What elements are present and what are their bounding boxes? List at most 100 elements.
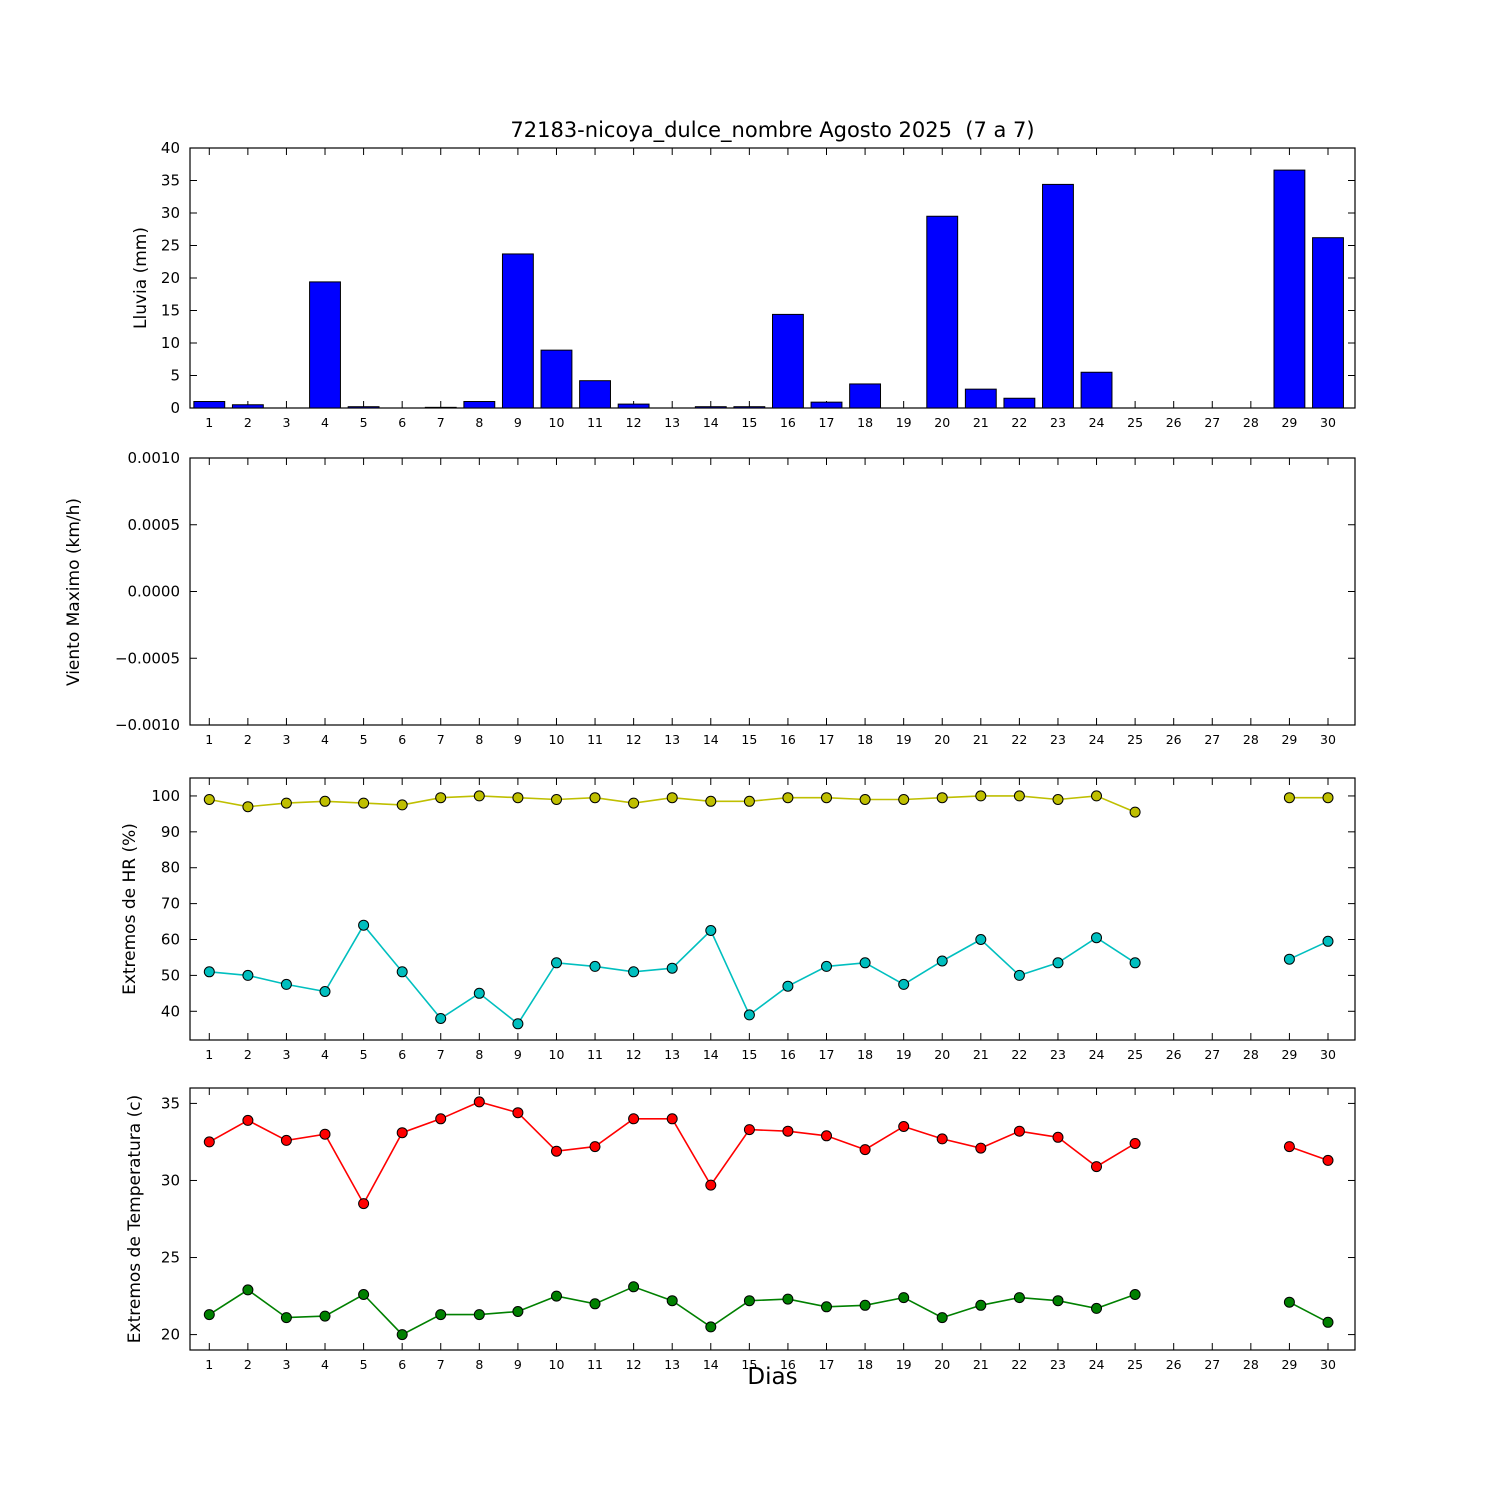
x-tick-label: 6 bbox=[398, 1357, 406, 1372]
temp-max-point bbox=[473, 1096, 485, 1108]
y-tick-label: 10 bbox=[161, 334, 180, 352]
x-tick-label: 24 bbox=[1089, 1047, 1105, 1062]
rain-bar bbox=[424, 406, 457, 409]
temp-max-point bbox=[1283, 1141, 1295, 1153]
x-tick-label: 13 bbox=[664, 415, 680, 430]
x-tick-label: 1 bbox=[205, 1047, 213, 1062]
hr-max-point bbox=[975, 790, 987, 802]
hr-min-point bbox=[396, 966, 408, 978]
x-tick-label: 21 bbox=[973, 1047, 989, 1062]
y-tick-label: 15 bbox=[161, 302, 180, 320]
rain-bar bbox=[231, 404, 264, 409]
rain-bar bbox=[579, 380, 611, 409]
hr-min-point bbox=[1283, 953, 1295, 965]
x-tick-label: 9 bbox=[514, 732, 522, 747]
temp-min-point bbox=[898, 1292, 910, 1304]
temp-min-point bbox=[1129, 1289, 1141, 1300]
x-tick-label: 14 bbox=[703, 1357, 719, 1372]
x-tick-label: 30 bbox=[1320, 415, 1336, 430]
axes-frame bbox=[189, 777, 1356, 1041]
temp-max-point bbox=[319, 1128, 331, 1140]
temp-min-point bbox=[1013, 1292, 1025, 1304]
temp-min-point bbox=[1283, 1296, 1295, 1308]
x-tick-label: 17 bbox=[819, 1357, 835, 1372]
x-tick-label: 16 bbox=[780, 415, 796, 430]
x-tick-label: 20 bbox=[934, 732, 950, 747]
hr-min-line bbox=[1289, 940, 1329, 960]
hr-min-point bbox=[280, 978, 292, 990]
temp-min-point bbox=[859, 1299, 871, 1311]
x-tick-label: 7 bbox=[437, 732, 445, 747]
x-tick-label: 28 bbox=[1243, 1357, 1259, 1372]
x-tick-label: 15 bbox=[741, 1047, 757, 1062]
hr-min-point bbox=[782, 980, 794, 992]
temp-max-point bbox=[1129, 1138, 1141, 1149]
temp-min-point bbox=[435, 1309, 447, 1321]
hr-min-point bbox=[898, 978, 910, 990]
x-tick-label: 24 bbox=[1089, 732, 1105, 747]
hr-min-point bbox=[1052, 957, 1064, 969]
x-tick-label: 16 bbox=[780, 1047, 796, 1062]
temp-max-point bbox=[1052, 1131, 1064, 1143]
temp-min-point bbox=[936, 1312, 948, 1324]
hr-max-point bbox=[821, 792, 832, 804]
temp-min-point bbox=[242, 1284, 254, 1296]
x-tick-label: 23 bbox=[1050, 1047, 1066, 1062]
x-tick-label: 8 bbox=[475, 415, 483, 430]
x-tick-label: 14 bbox=[703, 732, 719, 747]
temp-min-point bbox=[589, 1298, 601, 1310]
y-tick-label: 20 bbox=[161, 269, 180, 287]
x-tick-label: 24 bbox=[1089, 415, 1105, 430]
y-tick-label: 40 bbox=[161, 1002, 180, 1020]
x-tick-label: 7 bbox=[437, 415, 445, 430]
rain-bar bbox=[540, 349, 573, 409]
rain-bar bbox=[1273, 169, 1306, 409]
axes-frame bbox=[189, 457, 1356, 726]
hr-max-point bbox=[512, 792, 524, 804]
hr-min-point bbox=[666, 962, 678, 974]
subplot-3: 1 2 3 4 5 6 7 8 9 10 11 12 13 14 15 16 17 18 19 20 21 22 23 24 2… bbox=[161, 1087, 1356, 1372]
rain-bar bbox=[1003, 397, 1036, 409]
ylabel-extremos-hr: Extremos de HR (%) bbox=[120, 823, 140, 995]
y-tick-label: 35 bbox=[161, 1094, 180, 1112]
x-tick-label: 28 bbox=[1243, 732, 1259, 747]
x-tick-label: 11 bbox=[587, 732, 603, 747]
x-tick-label: 26 bbox=[1166, 415, 1182, 430]
x-tick-label: 2 bbox=[244, 415, 252, 430]
temp-max-point bbox=[1091, 1161, 1102, 1173]
rain-bar bbox=[501, 253, 534, 409]
x-tick-label: 25 bbox=[1127, 732, 1143, 747]
y-tick-label: −0.0010 bbox=[115, 716, 180, 734]
hr-max-point bbox=[1013, 790, 1025, 802]
y-tick-label: 40 bbox=[161, 139, 180, 157]
y-tick-label: −0.0005 bbox=[115, 649, 180, 667]
x-tick-label: 20 bbox=[934, 1357, 950, 1372]
x-tick-label: 16 bbox=[780, 1357, 796, 1372]
rain-bar bbox=[463, 401, 496, 409]
temp-min-point bbox=[512, 1306, 524, 1317]
temp-min-point bbox=[358, 1289, 370, 1300]
temp-min-point bbox=[319, 1310, 331, 1322]
temp-max-point bbox=[589, 1141, 601, 1153]
temp-max-point bbox=[1322, 1154, 1334, 1166]
x-tick-label: 16 bbox=[780, 732, 796, 747]
x-tick-label: 17 bbox=[819, 732, 835, 747]
x-tick-label: 14 bbox=[703, 415, 719, 430]
x-tick-label: 4 bbox=[321, 732, 329, 747]
temp-max-point bbox=[512, 1107, 524, 1119]
hr-min-point bbox=[1129, 957, 1141, 969]
x-tick-label: 19 bbox=[896, 1047, 912, 1062]
rain-bar bbox=[810, 401, 843, 409]
hr-max-point bbox=[280, 797, 292, 809]
y-tick-label: 25 bbox=[161, 1249, 180, 1267]
x-tick-label: 19 bbox=[896, 415, 912, 430]
temp-min-point bbox=[551, 1290, 562, 1302]
x-tick-label: 28 bbox=[1243, 1047, 1259, 1062]
rain-bar bbox=[849, 383, 882, 409]
x-tick-label: 3 bbox=[282, 732, 290, 747]
x-tick-label: 12 bbox=[626, 415, 642, 430]
x-tick-label: 6 bbox=[398, 732, 406, 747]
temp-min-point bbox=[396, 1329, 408, 1341]
hr-max-point bbox=[1052, 794, 1064, 805]
